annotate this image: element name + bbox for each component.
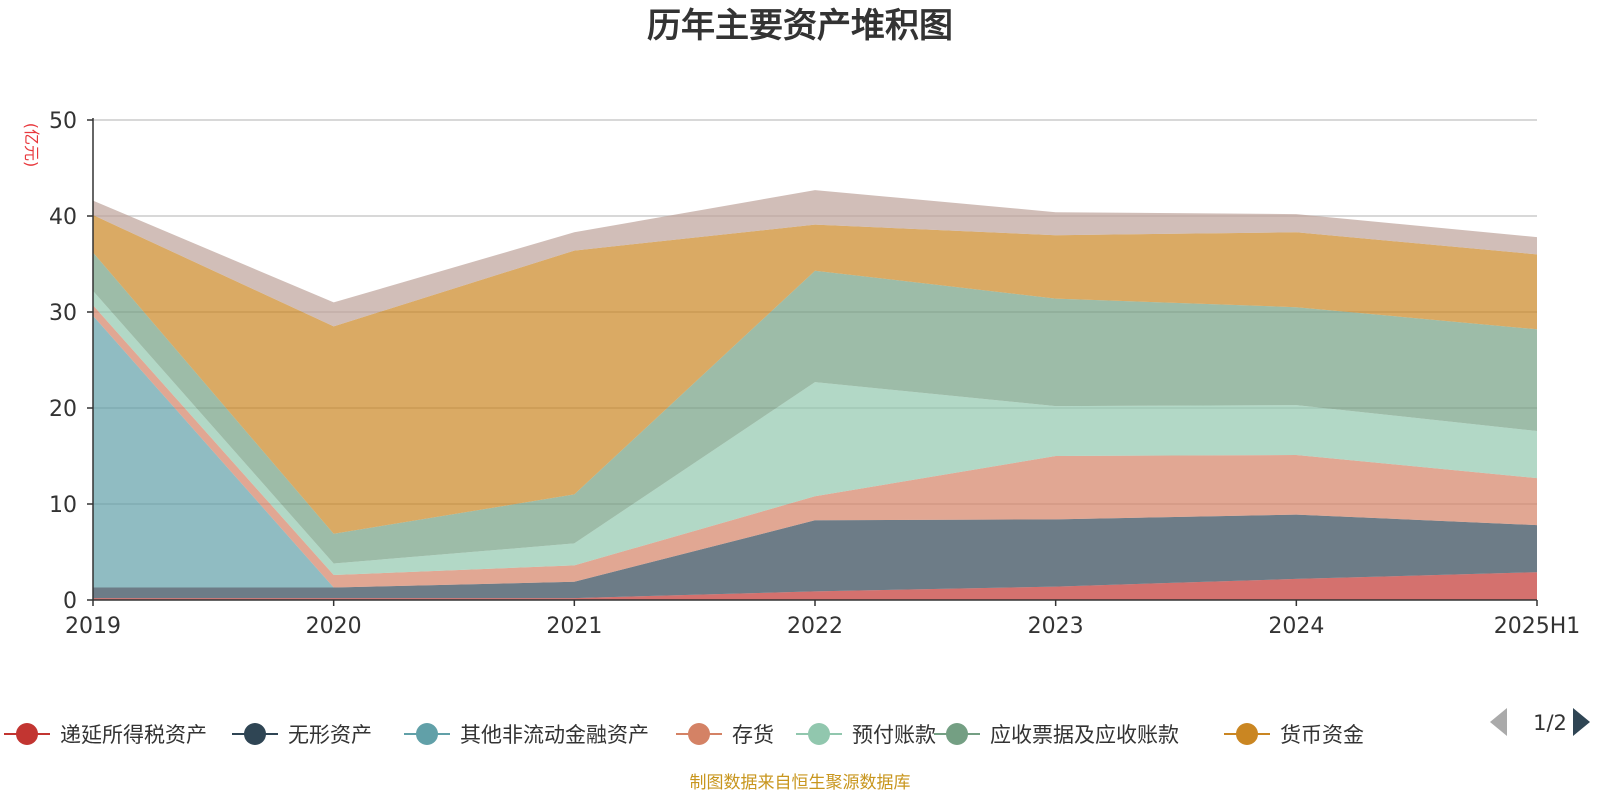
y-tick-label: 30 [49, 301, 77, 326]
legend-item[interactable]: 其他非流动金融资产 [404, 723, 649, 747]
area-layer [93, 190, 1537, 600]
x-tick-label: 2021 [546, 614, 602, 639]
x-tick-label: 2023 [1028, 614, 1084, 639]
area-series-2 [93, 315, 1537, 588]
legend-marker-icon [946, 723, 968, 745]
legend-label: 货币资金 [1280, 723, 1364, 747]
legend-page-indicator: 1/2 [1533, 711, 1567, 735]
legend[interactable]: 递延所得税资产 无形资产 其他非流动金融资产 存货 预付账款 应收票据及应收账款 货币资金 [4, 723, 1364, 747]
legend-item[interactable]: 预付账款 [796, 723, 936, 747]
legend-item[interactable]: 递延所得税资产 [4, 723, 207, 747]
area-series-6 [93, 215, 1537, 534]
area-series-1 [93, 514, 1537, 599]
chart-title: 历年主要资产堆积图 [647, 6, 953, 46]
legend-prev-icon[interactable] [1490, 708, 1507, 736]
y-tick-label: 40 [49, 205, 77, 230]
x-tick-label: 2024 [1268, 614, 1324, 639]
area-series-5 [93, 252, 1537, 564]
y-axis-unit: (亿元) [22, 123, 41, 168]
legend-item[interactable]: 货币资金 [1224, 723, 1364, 747]
legend-marker-icon [1236, 723, 1258, 745]
legend-label: 无形资产 [288, 723, 372, 747]
x-tick-label: 2025H1 [1494, 614, 1581, 639]
x-tick-label: 2022 [787, 614, 843, 639]
area-series-3 [93, 305, 1537, 588]
y-tick-label: 10 [49, 493, 77, 518]
legend-item[interactable]: 应收票据及应收账款 [934, 723, 1179, 747]
x-tick-label: 2019 [65, 614, 121, 639]
area-series-4 [93, 290, 1537, 575]
legend-label: 递延所得税资产 [60, 723, 207, 747]
legend-pager[interactable]: 1/2 [1490, 708, 1590, 736]
legend-label: 存货 [732, 723, 774, 747]
area-series-0 [93, 572, 1537, 600]
legend-marker-icon [244, 723, 266, 745]
legend-marker-icon [808, 723, 830, 745]
y-tick-label: 20 [49, 397, 77, 422]
legend-marker-icon [416, 723, 438, 745]
area-series-7 [93, 190, 1537, 327]
legend-next-icon[interactable] [1573, 708, 1590, 736]
legend-item[interactable]: 无形资产 [232, 723, 372, 747]
legend-marker-icon [16, 723, 38, 745]
y-tick-label: 0 [63, 589, 77, 614]
legend-label: 其他非流动金融资产 [460, 723, 649, 747]
legend-item[interactable]: 存货 [676, 723, 774, 747]
legend-marker-icon [688, 723, 710, 745]
x-tick-label: 2020 [306, 614, 362, 639]
axes: 0 10 20 30 40 50 2019 2020 2021 2022 2023 2024 2025H… [49, 109, 1580, 639]
legend-label: 预付账款 [852, 723, 936, 747]
source-note: 制图数据来自恒生聚源数据库 [690, 773, 911, 793]
y-tick-label: 50 [49, 109, 77, 134]
legend-label: 应收票据及应收账款 [990, 723, 1179, 747]
